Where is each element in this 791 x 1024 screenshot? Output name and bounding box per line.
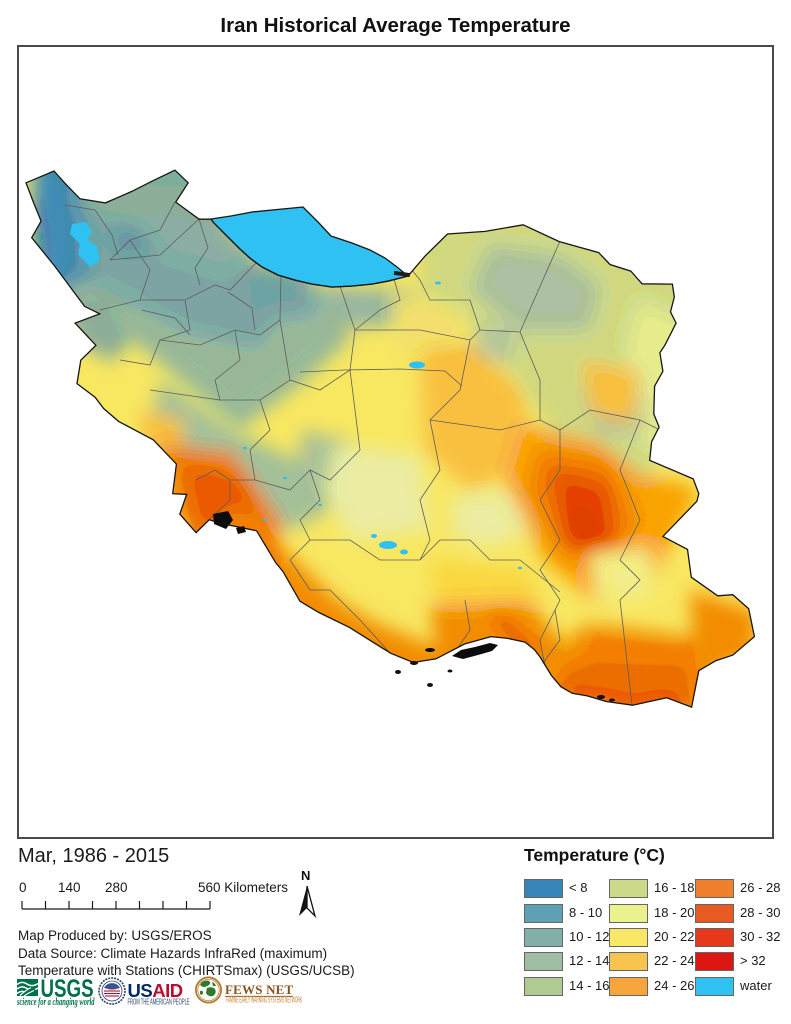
svg-text:science for a changing world: science for a changing world [17, 996, 95, 1008]
svg-text:USGS: USGS [41, 978, 94, 1003]
svg-text:FROM THE AMERICAN PEOPLE: FROM THE AMERICAN PEOPLE [128, 998, 190, 1007]
svg-text:FEWS NET: FEWS NET [225, 982, 294, 997]
svg-text:USAID: USAID [128, 980, 183, 1001]
svg-text:FAMINE EARLY WARNING SYSTEMS N: FAMINE EARLY WARNING SYSTEMS NETWORK [226, 996, 303, 1005]
